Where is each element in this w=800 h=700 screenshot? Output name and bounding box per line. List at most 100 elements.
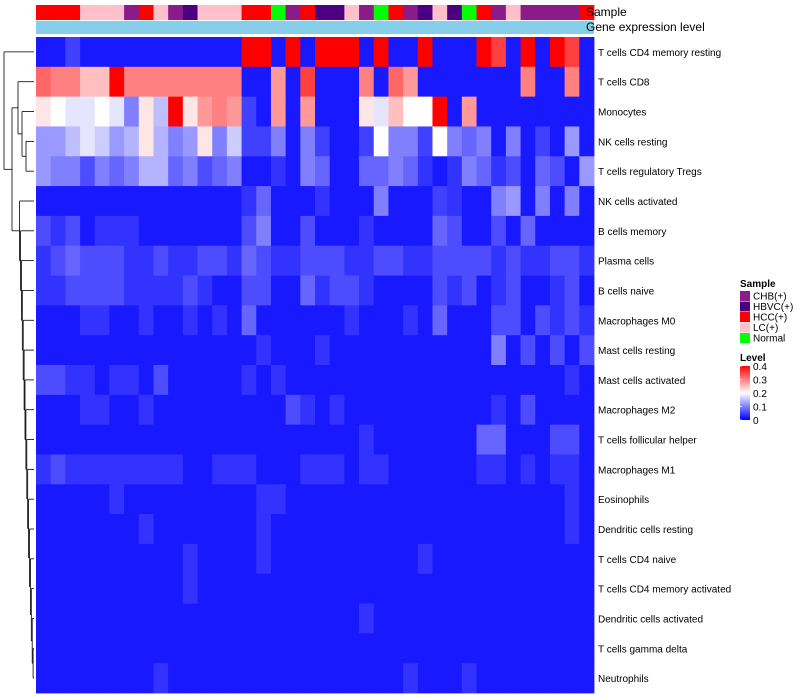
heatmap-cell xyxy=(579,603,595,634)
heatmap-cell xyxy=(36,245,52,276)
row-label: Mast cells activated xyxy=(598,376,685,387)
heatmap-cell xyxy=(285,424,301,455)
heatmap-cell xyxy=(153,424,169,455)
heatmap-cell xyxy=(270,573,287,604)
heatmap-cell xyxy=(447,245,463,276)
heatmap-cell xyxy=(417,543,433,575)
heatmap-cell xyxy=(300,275,316,306)
heatmap-cell xyxy=(212,484,228,515)
heatmap-cell xyxy=(344,394,360,426)
heatmap-cell xyxy=(520,335,536,366)
heatmap-cell xyxy=(447,394,463,426)
heatmap-cell xyxy=(373,543,389,575)
legend-swatch xyxy=(740,301,750,312)
heatmap-cell xyxy=(535,484,551,515)
sample-annot-cell xyxy=(256,5,272,20)
heatmap-cell xyxy=(403,454,419,485)
heatmap-cell xyxy=(36,126,52,157)
heatmap-cell xyxy=(226,186,242,217)
heatmap-cell xyxy=(329,365,345,396)
heatmap-cell xyxy=(212,126,228,157)
heatmap-cell xyxy=(153,365,169,396)
heatmap-cell xyxy=(491,603,507,634)
heatmap-cell xyxy=(432,394,448,426)
heatmap-cell xyxy=(226,484,242,515)
heatmap-cell xyxy=(226,394,242,426)
heatmap-cell xyxy=(520,305,536,336)
sample-annot-cell xyxy=(153,5,169,20)
heatmap-cell xyxy=(491,305,507,336)
heatmap-cell xyxy=(315,543,331,575)
heatmap-cell xyxy=(520,126,536,157)
heatmap-cell xyxy=(212,543,228,575)
heatmap-cell xyxy=(491,186,507,217)
heatmap-cell xyxy=(579,126,595,157)
heatmap-cell xyxy=(461,37,477,68)
heatmap-cell xyxy=(476,365,492,396)
heatmap-cell xyxy=(138,394,154,426)
sample-annot-cell xyxy=(300,5,316,20)
heatmap-cell xyxy=(138,305,154,336)
heatmap-cell xyxy=(153,454,169,485)
heatmap-cell xyxy=(476,335,492,366)
heatmap-cell xyxy=(80,484,96,515)
heatmap-cell xyxy=(197,66,213,98)
heatmap-cell xyxy=(344,663,360,694)
heatmap-cell xyxy=(300,126,316,157)
heatmap-cell xyxy=(153,156,169,187)
heatmap-cell xyxy=(241,663,257,694)
heatmap-cell xyxy=(50,663,66,694)
heatmap-cell xyxy=(50,156,66,187)
heatmap-cell xyxy=(197,454,213,485)
heatmap-cell xyxy=(461,365,477,396)
heatmap-cell xyxy=(285,215,301,247)
heatmap-cell xyxy=(476,514,492,545)
heatmap-cell xyxy=(94,186,110,217)
heatmap-cell xyxy=(491,514,507,545)
heatmap-cell xyxy=(549,484,566,515)
heatmap-cell xyxy=(520,275,536,306)
heatmap-cell xyxy=(285,245,301,276)
heatmap-cell xyxy=(256,126,272,157)
heatmap-cell xyxy=(579,156,595,187)
heatmap-cell xyxy=(197,305,213,336)
heatmap-cell xyxy=(153,543,169,575)
heatmap-cell xyxy=(124,156,140,187)
heatmap-cell xyxy=(359,573,375,604)
heatmap-cell xyxy=(300,66,316,98)
heatmap-cell xyxy=(359,96,375,127)
legend-swatch xyxy=(740,312,750,322)
heatmap-cell xyxy=(226,603,242,634)
heatmap-cell xyxy=(226,66,242,98)
heatmap-cell xyxy=(549,454,566,485)
heatmap-cell xyxy=(300,394,316,426)
heatmap-cell xyxy=(520,454,536,485)
heatmap-cell xyxy=(549,215,566,247)
heatmap-cell xyxy=(447,156,463,187)
heatmap-cell xyxy=(505,37,521,68)
heatmap-cell xyxy=(94,96,110,127)
heatmap-cell xyxy=(285,603,301,634)
heatmap-cell xyxy=(256,514,272,545)
heatmap-cell xyxy=(476,633,492,664)
heatmap-cell xyxy=(505,335,521,366)
heatmap-cell xyxy=(36,365,52,396)
heatmap-cell xyxy=(256,484,272,515)
heatmap-cell xyxy=(80,633,96,664)
heatmap-cell xyxy=(403,424,419,455)
heatmap-cell xyxy=(432,573,448,604)
heatmap-cell xyxy=(535,573,551,604)
heatmap-cell xyxy=(344,96,360,127)
heatmap-cell xyxy=(80,96,96,127)
heatmap-cell xyxy=(549,186,566,217)
heatmap-cell xyxy=(432,603,448,634)
heatmap-cell xyxy=(285,454,301,485)
heatmap-cell xyxy=(432,186,448,217)
heatmap-cell xyxy=(344,573,360,604)
heatmap-cell xyxy=(447,663,463,694)
heatmap-cell xyxy=(197,394,213,426)
heatmap-cell xyxy=(50,365,66,396)
heatmap-cell xyxy=(359,424,375,455)
heatmap-cell xyxy=(168,603,184,634)
heatmap-cell xyxy=(138,573,154,604)
